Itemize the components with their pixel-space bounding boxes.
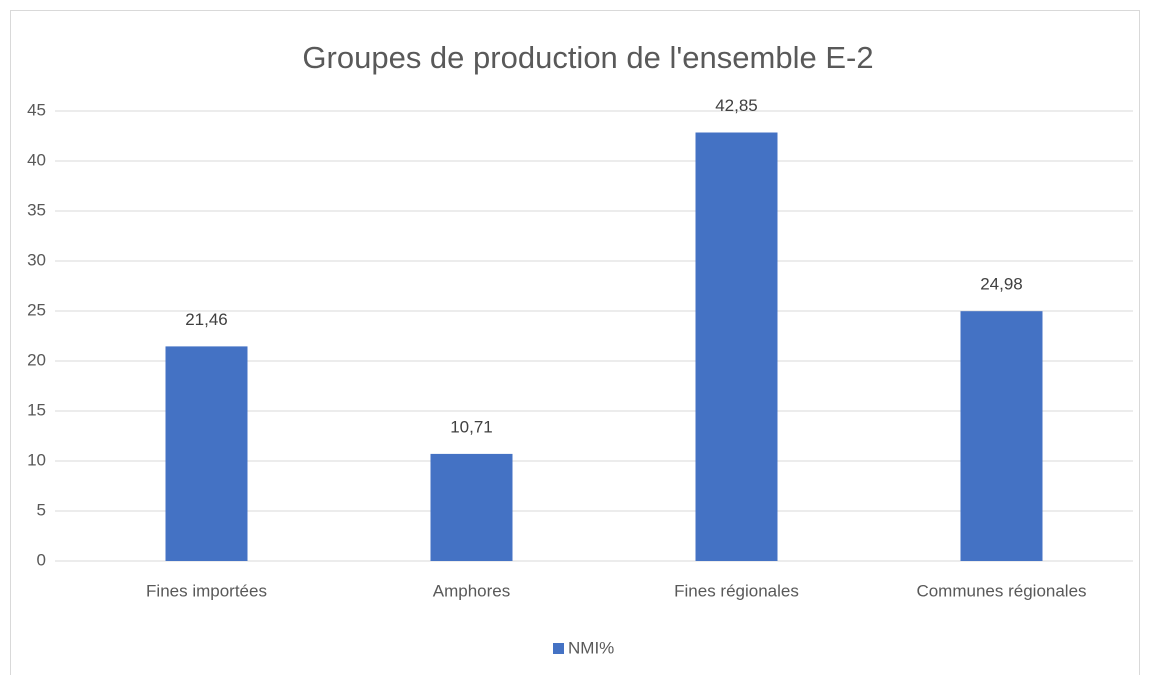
x-tick-label: Fines importées: [146, 581, 267, 600]
bar: [430, 453, 513, 561]
y-tick-label: 15: [27, 400, 46, 419]
y-tick-label: 30: [27, 250, 46, 269]
y-tick-label: 35: [27, 200, 46, 219]
y-tick-label: 25: [27, 300, 46, 319]
data-label: 10,71: [450, 417, 493, 436]
data-label: 42,85: [715, 96, 758, 115]
x-tick-label: Communes régionales: [916, 581, 1086, 600]
y-tick-label: 45: [27, 100, 46, 119]
x-tick-label: Amphores: [433, 581, 510, 600]
legend-label: NMI%: [568, 638, 614, 657]
y-tick-label: 5: [37, 500, 46, 519]
chart-title: Groupes de production de l'ensemble E-2: [302, 40, 873, 75]
y-tick-label: 10: [27, 450, 46, 469]
data-label: 24,98: [980, 275, 1023, 294]
x-tick-label: Fines régionales: [674, 581, 799, 600]
chart-frame: [10, 10, 1140, 675]
y-tick-label: 20: [27, 350, 46, 369]
bar: [960, 311, 1043, 561]
bar: [165, 346, 248, 561]
data-label: 21,46: [185, 310, 228, 329]
y-tick-label: 40: [27, 150, 46, 169]
legend-swatch: [553, 643, 564, 654]
y-tick-label: 0: [37, 550, 46, 569]
bar: [695, 132, 778, 561]
